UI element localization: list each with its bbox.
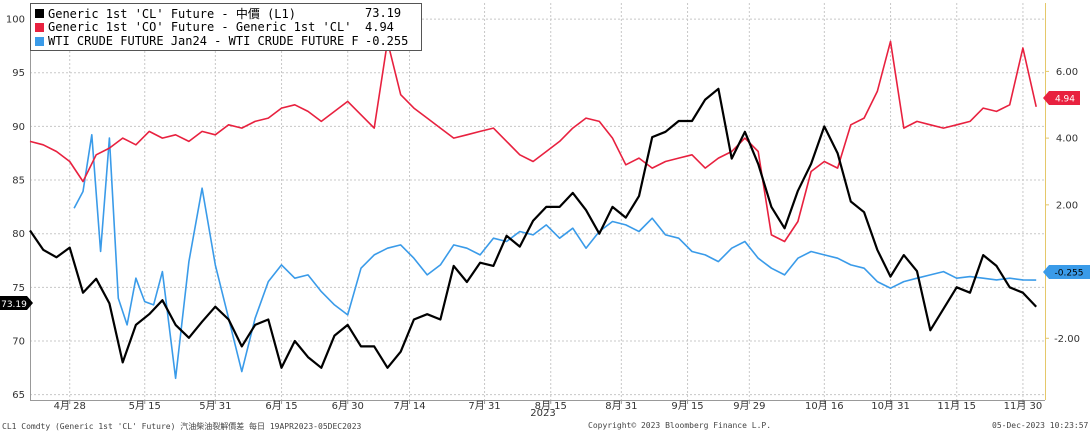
right-tick-label: 6.00	[1056, 67, 1078, 78]
series-line-2	[73, 134, 1037, 380]
series-line-1	[29, 40, 1037, 243]
legend-item: Generic 1st 'CO' Future - Generic 1st 'C…	[35, 20, 417, 34]
left-tick-label: 100	[6, 15, 25, 26]
legend-item: WTI CRUDE FUTURE Jan24 - WTI CRUDE FUTUR…	[35, 34, 417, 48]
footer-source: CL1 Comdty (Generic 1st 'CL' Future) 汽油柴…	[2, 422, 362, 431]
x-tick-label: 6月 30	[332, 400, 364, 412]
left-tick-label: 85	[12, 176, 25, 187]
gridlines	[30, 3, 1045, 400]
left-tick-label: 70	[12, 336, 25, 347]
x-tick-label: 9月 15	[671, 400, 703, 412]
x-tick-label: 11月 15	[937, 400, 976, 412]
x-tick-label: 4月 28	[54, 400, 86, 412]
legend-label: Generic 1st 'CL' Future - 中價 (L1)	[48, 6, 296, 21]
left-tick-label: 80	[12, 229, 25, 240]
last-value-red-label: 4.94	[1055, 95, 1075, 105]
x-tick-label: 9月 29	[733, 400, 765, 412]
x-tick-label: 5月 15	[129, 400, 161, 412]
last-value-left-label: 73.19	[1, 300, 27, 310]
right-tick-label: 4.00	[1056, 134, 1078, 145]
right-tick-label: 2.00	[1056, 200, 1078, 211]
x-tick-label: 10月 31	[871, 400, 910, 412]
x-tick-label: 7月 31	[468, 400, 500, 412]
legend-item: Generic 1st 'CL' Future - 中價 (L1) 73.19	[35, 6, 417, 21]
footer: CL1 Comdty (Generic 1st 'CL' Future) 汽油柴…	[0, 420, 1090, 432]
legend: Generic 1st 'CL' Future - 中價 (L1) 73.19 …	[30, 3, 422, 51]
legend-swatch-cl	[35, 8, 44, 18]
x-tick-label: 11月 30	[1004, 400, 1043, 412]
last-value-marker-left: 73.19	[0, 296, 33, 310]
x-tick-label: 8月 15	[535, 400, 567, 412]
legend-label: WTI CRUDE FUTURE Jan24 - WTI CRUDE FUTUR…	[48, 34, 359, 48]
last-value-marker-blue: -0.255	[1043, 265, 1090, 279]
right-tick-label: -2.00	[1054, 334, 1080, 345]
legend-value: -0.255	[365, 34, 409, 48]
x-tick-label: 6月 15	[265, 400, 297, 412]
left-tick-label: 95	[12, 68, 25, 79]
left-tick-labels: 65 70 75 80 85 90 95 100	[6, 15, 25, 402]
last-value-marker-red: 4.94	[1043, 91, 1080, 105]
x-tick-labels: 4月 28 5月 15 5月 31 6月 15 6月 30 7月 14 7月 31 8月 15…	[54, 400, 1043, 412]
axes	[30, 3, 1046, 401]
series-line-0	[29, 87, 1038, 369]
x-year-label: 2023	[530, 408, 555, 419]
x-tick-label: 10月 16	[805, 400, 844, 412]
series-layer	[29, 40, 1038, 380]
x-tick-label: 5月 31	[199, 400, 231, 412]
left-tick-label: 90	[12, 122, 25, 133]
legend-value: 4.94	[365, 20, 394, 34]
left-tick-label: 65	[12, 390, 25, 401]
legend-label: Generic 1st 'CO' Future - Generic 1st 'C…	[48, 20, 359, 34]
legend-swatch-co	[35, 22, 44, 32]
right-tick-labels: -2.000.002.004.006.00	[1045, 67, 1080, 345]
legend-swatch-wti	[35, 36, 44, 46]
x-tick-label: 8月 31	[605, 400, 637, 412]
plot-area	[30, 3, 1045, 400]
footer-timestamp: 05-Dec-2023 10:23:57	[992, 421, 1089, 430]
footer-copyright: Copyright© 2023 Bloomberg Finance L.P.	[588, 421, 772, 430]
x-tick-label: 7月 14	[393, 400, 425, 412]
last-value-blue-label: -0.255	[1054, 269, 1083, 279]
legend-value: 73.19	[365, 6, 402, 20]
left-tick-label: 75	[12, 283, 25, 294]
